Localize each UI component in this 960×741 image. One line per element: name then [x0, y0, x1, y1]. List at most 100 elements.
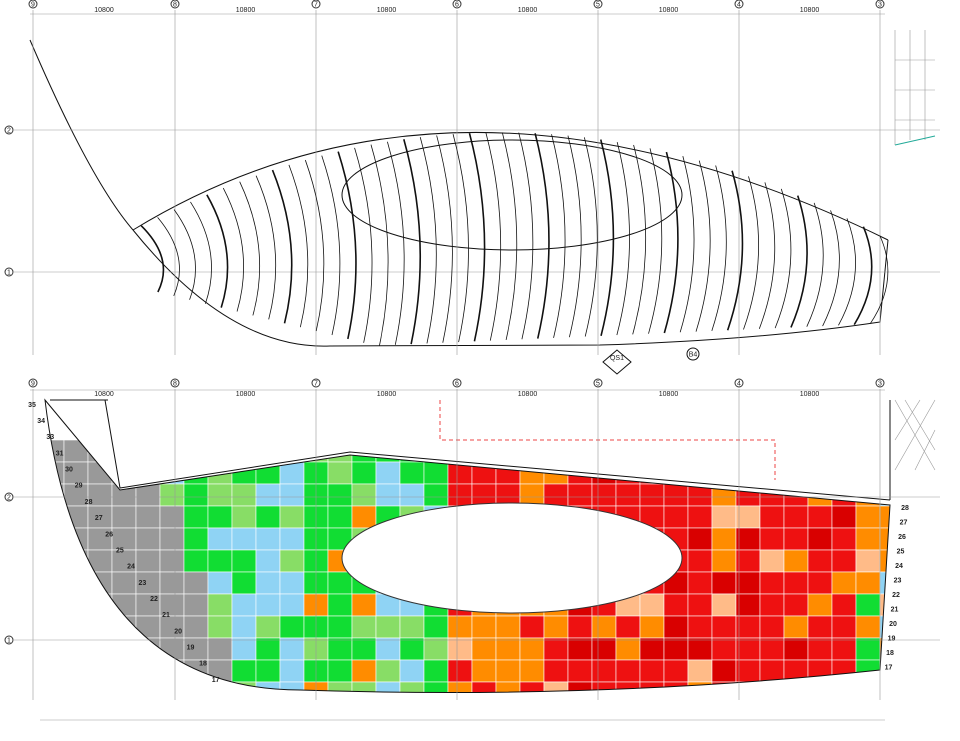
cell	[831, 593, 857, 617]
cell	[759, 461, 785, 485]
cell	[447, 439, 473, 463]
cell	[735, 637, 761, 661]
cell	[327, 681, 353, 693]
cell	[135, 615, 161, 639]
rib	[679, 156, 695, 333]
cell	[495, 637, 521, 661]
axis-bubble	[4, 125, 14, 135]
rib	[869, 235, 889, 325]
cell	[375, 483, 401, 507]
cell	[783, 505, 809, 529]
cell	[279, 527, 305, 551]
cell	[591, 461, 617, 485]
cell	[375, 659, 401, 683]
rib	[583, 137, 598, 337]
cell	[327, 593, 353, 617]
cell	[543, 483, 569, 507]
dimension: 10800	[377, 391, 397, 398]
axis-bubble	[452, 0, 462, 9]
cell	[231, 615, 257, 639]
cell	[591, 659, 617, 683]
axis-label: 3	[878, 380, 882, 387]
axis-bubble	[734, 0, 744, 9]
cell	[711, 659, 737, 683]
cell	[759, 571, 785, 595]
row-number: 23	[894, 577, 902, 584]
axis-label: 5	[596, 1, 600, 8]
cell	[255, 593, 281, 617]
axis-bubble	[311, 0, 321, 9]
row-number: 20	[889, 621, 897, 628]
cell	[639, 483, 665, 507]
cell	[735, 659, 761, 683]
cell	[855, 505, 881, 529]
cell	[447, 681, 473, 693]
cell	[519, 659, 545, 683]
cell	[87, 549, 113, 573]
rib	[695, 160, 711, 332]
cell	[207, 571, 233, 595]
cell	[45, 637, 65, 661]
cell	[735, 615, 761, 639]
outer-top	[132, 131, 889, 241]
dashed-line	[439, 400, 776, 480]
cell	[783, 637, 809, 661]
cell	[855, 593, 881, 617]
cell	[399, 659, 425, 683]
cell	[351, 659, 377, 683]
cell	[567, 615, 593, 639]
dimension: 10800	[377, 7, 397, 14]
rib	[206, 194, 229, 308]
cell	[207, 439, 233, 463]
cell	[519, 615, 545, 639]
cell	[135, 659, 161, 683]
cell	[351, 615, 377, 639]
cell	[663, 615, 689, 639]
cell	[111, 505, 137, 529]
cell	[759, 549, 785, 573]
plan-top: 9 8 7 6 5 4 3 10800 10800 10800 10800 10800 10800 2 1 Q…	[4, 0, 940, 375]
axis-bubble	[593, 378, 603, 388]
cell	[759, 681, 785, 693]
cell	[711, 549, 737, 573]
cell	[159, 681, 185, 693]
axis-label: 4	[737, 1, 741, 8]
cell	[759, 637, 785, 661]
cell	[687, 615, 713, 639]
axis-label: 2	[7, 494, 11, 501]
cell	[351, 593, 377, 617]
row-number: 27	[95, 515, 103, 522]
axis-label: 1	[7, 269, 11, 276]
axis-label: 3	[878, 1, 882, 8]
cell	[639, 659, 665, 683]
cell	[711, 461, 737, 485]
cell	[567, 637, 593, 661]
axis-bubble	[593, 0, 603, 9]
rib	[140, 225, 165, 293]
cell	[375, 637, 401, 661]
row-number: 25	[897, 548, 905, 555]
rib	[853, 226, 873, 326]
row-number: 24	[127, 564, 135, 571]
row-number: 18	[199, 661, 207, 668]
rib	[436, 135, 453, 343]
cell	[231, 461, 257, 485]
rib	[271, 169, 293, 324]
cell	[807, 439, 833, 463]
cell	[807, 571, 833, 595]
row-number: 26	[898, 534, 906, 541]
rib	[663, 151, 679, 334]
opening	[341, 502, 683, 614]
cell	[831, 549, 857, 573]
dimension: 10800	[94, 391, 114, 398]
cell	[327, 461, 353, 485]
cell	[207, 505, 233, 529]
axis-label: 8	[173, 380, 177, 387]
cell	[183, 681, 209, 693]
row-number: 30	[65, 467, 73, 474]
axis-bubble	[734, 378, 744, 388]
cell	[207, 549, 233, 573]
cell	[63, 593, 89, 617]
cell	[663, 681, 689, 693]
cell	[687, 659, 713, 683]
